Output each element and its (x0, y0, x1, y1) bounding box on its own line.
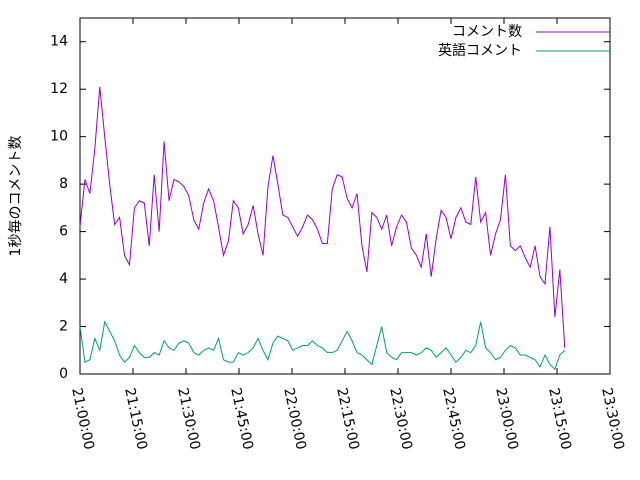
legend-label: 英語コメント (438, 42, 522, 59)
x-tick-label: 23:00:00 (492, 386, 521, 451)
x-tick-label: 22:45:00 (439, 386, 468, 451)
x-tick-label: 21:45:00 (227, 386, 256, 451)
x-tick-label: 22:15:00 (333, 386, 362, 451)
y-tick-label: 4 (59, 271, 68, 287)
y-tick-label: 0 (59, 366, 68, 382)
y-tick-label: 10 (50, 129, 68, 145)
x-tick-label: 22:30:00 (386, 386, 415, 451)
y-tick-label: 2 (59, 319, 68, 335)
line-series (79, 320, 566, 371)
plot-border (79, 17, 611, 375)
y-tick-label: 6 (59, 224, 68, 240)
x-tick-label: 22:00:00 (280, 386, 309, 451)
x-tick-label: 23:30:00 (598, 386, 627, 451)
y-axis-label: 1秒毎のコメント数 (8, 136, 24, 257)
legend-label: コメント数 (452, 24, 522, 40)
x-tick-label: 21:15:00 (121, 386, 150, 451)
y-tick-label: 12 (50, 81, 68, 97)
x-tick-label: 23:15:00 (545, 386, 574, 451)
y-tick-label: 14 (50, 34, 68, 50)
line-series (79, 86, 566, 348)
x-tick-label: 21:30:00 (174, 386, 203, 451)
y-tick-label: 8 (59, 176, 68, 192)
x-tick-label: 21:00:00 (68, 386, 97, 451)
